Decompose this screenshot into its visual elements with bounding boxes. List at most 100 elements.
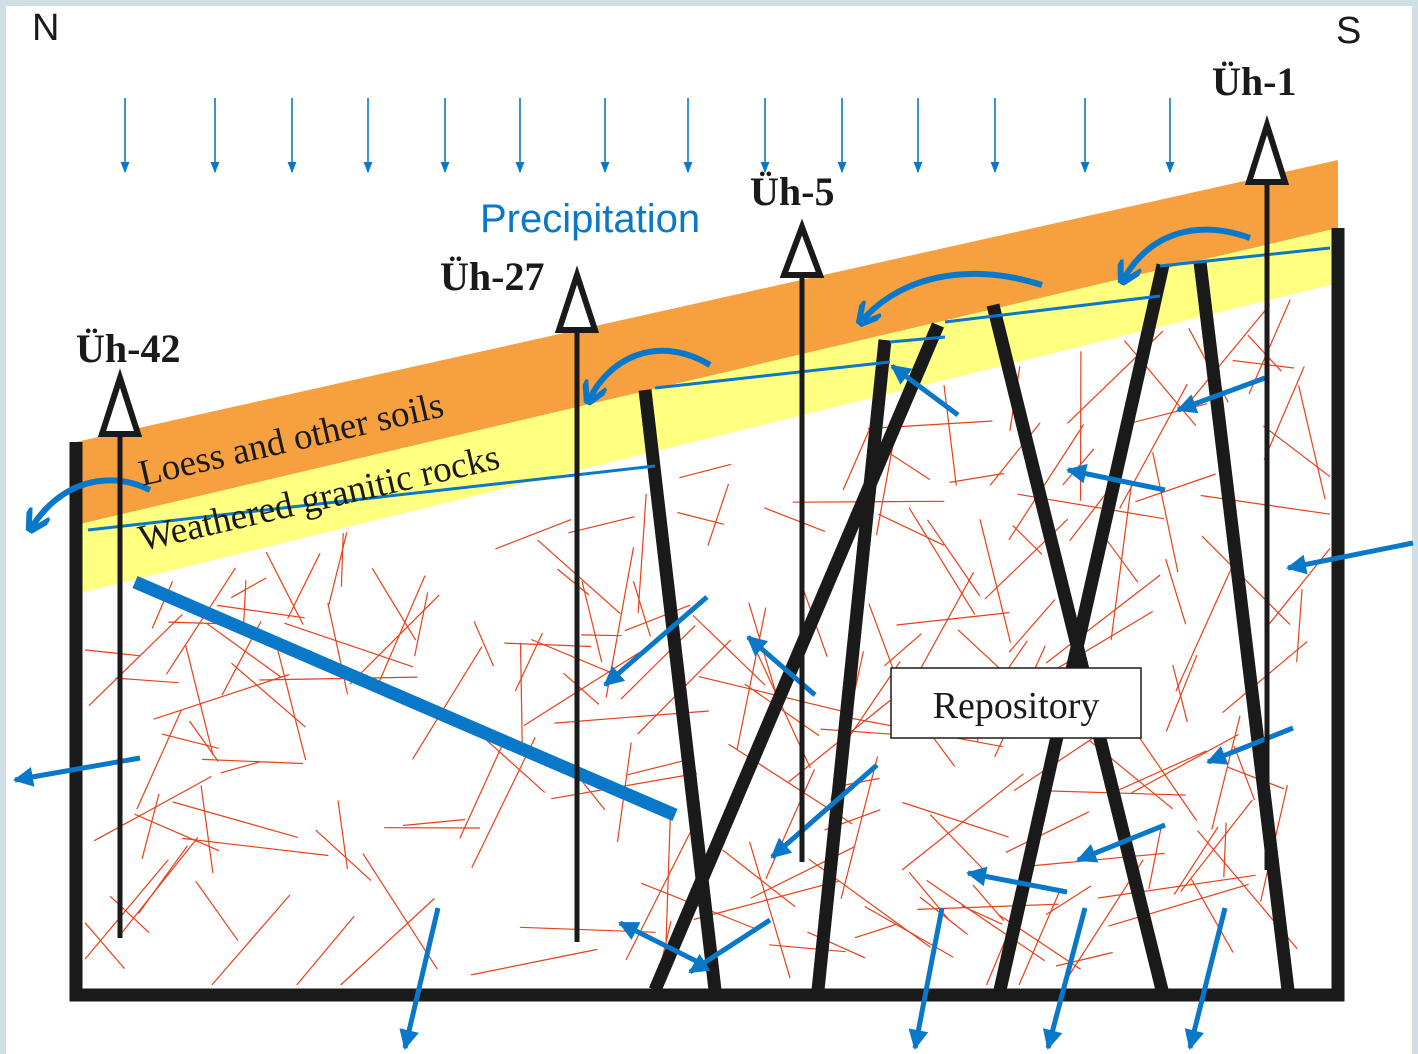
fracture-190 [693, 880, 839, 921]
precipitation-label: Precipitation [480, 197, 700, 241]
fracture-209 [632, 581, 651, 637]
fracture-204 [371, 567, 417, 641]
south-label: S [1336, 10, 1361, 52]
fracture-33 [414, 592, 429, 657]
water-table-3 [889, 335, 946, 344]
water-table-5 [1159, 246, 1331, 268]
fracture-206 [1263, 366, 1305, 461]
weathered-layer [76, 228, 1338, 594]
fracture-71 [495, 519, 572, 550]
fracture-179 [349, 594, 440, 685]
flow-arrow-15 [908, 907, 945, 1050]
fracture-159 [84, 859, 169, 960]
fracture-25 [1108, 883, 1249, 927]
fracture-78 [1173, 826, 1219, 895]
fracture-205 [340, 533, 344, 587]
borehole-label-uh42: Üh-42 [76, 326, 180, 371]
fracture-86 [902, 801, 1009, 838]
fracture-61 [287, 552, 321, 619]
fracture-177 [242, 580, 247, 628]
fracture-21 [1045, 885, 1092, 916]
flow-arrow-8 [1206, 725, 1294, 765]
fracture-182 [749, 841, 791, 979]
borehole-uh27-icon [554, 265, 600, 333]
fault-3 [811, 339, 892, 991]
borehole-uh42-icon [97, 368, 143, 437]
fracture-183 [470, 948, 598, 976]
fracture-196 [217, 604, 305, 619]
fracture-11 [972, 884, 1005, 921]
fracture-40 [1165, 654, 1198, 732]
fracture-110 [1298, 385, 1326, 500]
fracture-127 [764, 507, 826, 532]
fracture-7 [1211, 715, 1241, 830]
flow-arrow-12 [688, 917, 772, 975]
fracture-128 [471, 737, 536, 868]
fracture-151 [473, 621, 495, 667]
fracture-75 [736, 607, 767, 750]
fracture-26 [1012, 524, 1043, 555]
flow-arrow-10 [1076, 822, 1166, 863]
fracture-39 [1165, 558, 1187, 625]
fracture-122 [620, 624, 696, 700]
fracture-74 [1180, 799, 1253, 892]
flow-arrow-16 [1042, 907, 1088, 1050]
flow-arrow-6 [1176, 375, 1266, 414]
fault-5 [993, 263, 1170, 992]
flow-arrow-17 [1184, 907, 1228, 1050]
fracture-189 [1192, 304, 1271, 399]
fracture-59 [1055, 951, 1113, 967]
fracture-105 [677, 511, 725, 525]
groundwater-flow-arrows [13, 363, 1414, 1050]
fracture-12 [744, 683, 820, 737]
fracture-132 [195, 880, 239, 942]
fracture-119 [115, 677, 179, 684]
fracture-63 [581, 634, 622, 637]
fracture-202 [165, 567, 237, 675]
water-table-4 [944, 294, 1161, 324]
fracture-9 [1102, 534, 1139, 583]
fracture-138 [153, 673, 290, 720]
fracture-126 [459, 738, 506, 839]
fracture-192 [189, 720, 219, 762]
fracture-56 [337, 800, 348, 869]
flow-arrow-4 [890, 363, 960, 418]
fracture-22 [161, 733, 219, 749]
fracture-52 [1248, 299, 1291, 395]
fracture-38 [1008, 599, 1056, 653]
north-label: N [32, 7, 59, 49]
water-table-lines [87, 246, 1331, 532]
fracture-97 [328, 532, 348, 605]
borehole-label-uh1: Üh-1 [1212, 59, 1296, 104]
fracture-161 [1296, 589, 1303, 663]
fracture-15 [581, 580, 603, 663]
borehole-label-uh27: Üh-27 [440, 254, 544, 299]
borehole-shafts [117, 180, 1270, 942]
fracture-141 [769, 944, 846, 953]
borehole-uh1-icon [1244, 115, 1290, 185]
section-outline [69, 228, 1345, 1002]
fracture-network [84, 299, 1331, 986]
frame-top [0, 0, 1418, 6]
fracture-101 [896, 612, 1010, 626]
fracture-156 [109, 895, 150, 934]
borehole-uh5-icon [779, 218, 825, 278]
loess-layer [76, 160, 1338, 525]
fracture-175 [1131, 733, 1239, 794]
surface-flow-arrow-1 [30, 477, 152, 530]
fracture-173 [134, 813, 220, 852]
frame-right [1412, 0, 1418, 1054]
fracture-6 [1223, 822, 1227, 878]
flow-arrow-13 [618, 920, 702, 966]
fracture-157 [878, 513, 945, 546]
flow-arrow-9 [770, 763, 879, 859]
fracture-198 [1172, 664, 1188, 723]
fracture-133 [206, 622, 282, 678]
borehole-label-uh5: Üh-5 [750, 169, 834, 214]
fracture-113 [624, 604, 691, 632]
surface-flow-arrows [30, 226, 1252, 530]
fracture-24 [627, 760, 683, 776]
fracture-68 [765, 769, 815, 880]
fracture-208 [1233, 745, 1256, 801]
fracture-187 [929, 733, 956, 767]
